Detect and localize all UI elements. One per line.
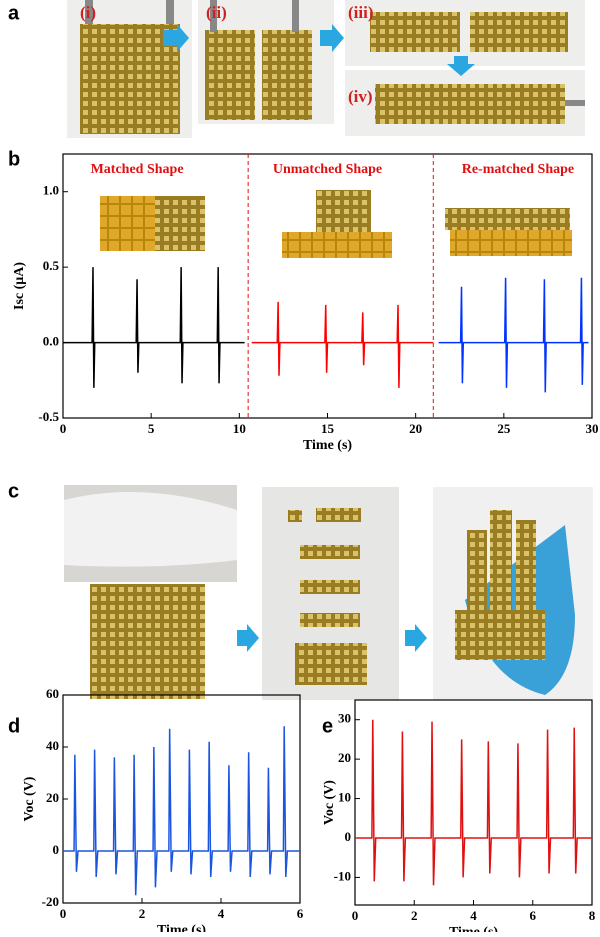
panel-label: d (8, 715, 20, 737)
electrode (565, 100, 585, 106)
chart: 0 5 10 15 20 25 30 -0.5 0.0 0.5 1.0 Time (s) Isc (μA… (12, 153, 599, 453)
photo (316, 190, 371, 232)
panel-label: e (322, 715, 333, 737)
region-label: Matched Shape (91, 162, 184, 177)
sample (288, 510, 302, 522)
y-tick-label: 0.5 (43, 258, 60, 273)
x-tick-label: 30 (586, 421, 599, 436)
line-series (355, 719, 592, 886)
x-tick-label: 5 (148, 421, 155, 436)
chart: 0 2 4 6 8 -10 0 10 20 30 Time (s) Voc (V) (322, 699, 596, 937)
sample (375, 84, 565, 124)
x-tick-label: 0 (352, 908, 359, 923)
x-tick-label: 10 (233, 421, 246, 436)
shoe (64, 492, 237, 567)
y-tick-label: 60 (46, 686, 59, 701)
panel-c-photos (64, 485, 593, 700)
sample (370, 12, 460, 52)
x-tick-label: 4 (218, 906, 225, 921)
sample (490, 510, 512, 620)
line-series (438, 277, 589, 393)
x-tick-label: 8 (589, 908, 596, 923)
panel-label: c (8, 480, 19, 502)
panel-label: a (8, 2, 20, 24)
line-series (63, 726, 300, 896)
photo-label: (i) (80, 3, 96, 22)
photo (282, 232, 392, 258)
plot-frame (354, 699, 593, 906)
sample (467, 530, 487, 620)
arrow (237, 624, 259, 652)
photo-label: (iv) (348, 87, 373, 106)
sample (300, 580, 360, 594)
x-tick-label: 2 (411, 908, 418, 923)
panel-a-photos (67, 0, 585, 138)
x-tick-label: 6 (297, 906, 304, 921)
photo (450, 230, 572, 256)
y-tick-label: 40 (46, 738, 59, 753)
region-label: Re-matched Shape (462, 162, 574, 177)
line-series (63, 267, 245, 388)
line-series (251, 301, 434, 388)
x-tick-label: 6 (530, 908, 537, 923)
sample (90, 584, 205, 699)
x-tick-label: 20 (409, 421, 422, 436)
photo-label: (iii) (348, 3, 374, 22)
y-tick-label: 0.0 (43, 334, 59, 349)
x-tick-label: 25 (497, 421, 511, 436)
x-tick-label: 4 (470, 908, 477, 923)
sample (316, 508, 361, 522)
y-tick-label: 0 (53, 842, 60, 857)
x-tick-label: 15 (321, 421, 335, 436)
plot-frame (62, 694, 301, 904)
sample (300, 545, 360, 559)
electrode (166, 0, 174, 28)
sample (205, 30, 255, 120)
x-tick-label: 0 (60, 421, 67, 436)
photo (155, 196, 205, 251)
sample (295, 643, 367, 685)
panel-b-photos (100, 190, 572, 258)
panel-label: b (8, 148, 20, 170)
arrow (405, 624, 427, 652)
sample (455, 610, 545, 660)
y-axis-label: Isc (μA) (12, 262, 27, 310)
electrode (210, 0, 217, 32)
y-tick-label: 1.0 (43, 183, 59, 198)
photo (100, 196, 155, 251)
x-axis-label: Time (s) (157, 923, 206, 932)
y-tick-label: 20 (338, 750, 351, 765)
x-axis-label: Time (s) (303, 438, 352, 453)
sample (516, 520, 536, 620)
sample (300, 613, 360, 627)
arrow (163, 24, 189, 52)
x-tick-label: 0 (60, 906, 67, 921)
photo (445, 208, 570, 230)
x-tick-label: 2 (139, 906, 146, 921)
sample (470, 12, 568, 52)
y-tick-label: 10 (338, 790, 351, 805)
y-tick-label: 20 (46, 790, 59, 805)
y-tick-label: 0 (345, 829, 352, 844)
y-tick-label: -10 (334, 868, 351, 883)
y-tick-label: -0.5 (38, 409, 59, 424)
arrow (447, 56, 475, 76)
arrow (320, 24, 344, 52)
electrode (85, 0, 93, 28)
y-axis-label: Voc (V) (322, 780, 337, 825)
sample (262, 30, 312, 120)
y-tick-label: -20 (42, 894, 59, 909)
x-axis-label: Time (s) (449, 925, 498, 932)
y-tick-label: 30 (338, 711, 351, 726)
y-axis-label: Voc (V) (22, 776, 37, 821)
region-label: Unmatched Shape (273, 162, 382, 177)
electrode (292, 0, 299, 32)
photo-label: (ii) (206, 3, 227, 22)
